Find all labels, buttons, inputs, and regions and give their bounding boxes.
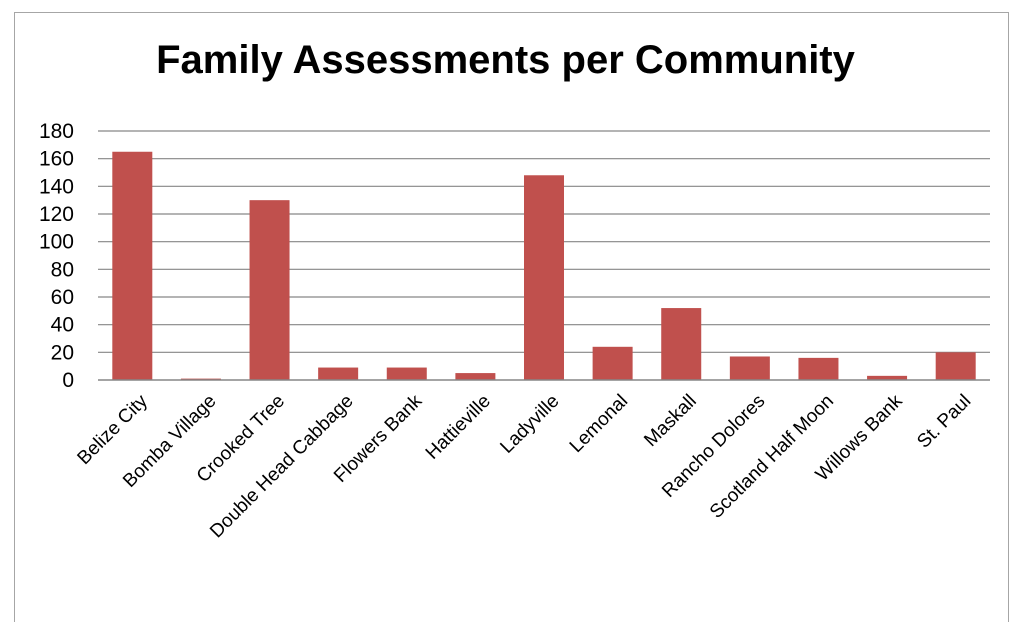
y-tick-label: 60 — [51, 286, 74, 309]
bar — [455, 373, 496, 380]
bar — [112, 151, 153, 380]
x-tick-label: St. Paul — [913, 391, 975, 453]
x-tick-label: Lemonal — [566, 391, 632, 457]
y-tick-label: 160 — [39, 148, 74, 171]
y-axis-ticks: 0 20 40 60 80 100 120 140 160 180 — [39, 120, 74, 392]
bar — [592, 346, 633, 380]
bar — [935, 352, 976, 380]
x-tick-label: Hattieville — [422, 391, 495, 464]
y-tick-label: 40 — [51, 314, 74, 337]
y-tick-label: 20 — [51, 341, 74, 364]
bar — [524, 175, 564, 380]
y-tick-label: 80 — [51, 258, 74, 281]
x-tick-label: Maskall — [640, 391, 700, 451]
bar — [661, 308, 702, 380]
chart-title: Family Assessments per Community — [156, 38, 855, 82]
bars — [112, 151, 976, 380]
bar — [729, 356, 770, 380]
bar — [798, 357, 839, 380]
y-tick-label: 140 — [39, 175, 74, 198]
chart-frame — [14, 12, 1009, 622]
y-tick-label: 0 — [62, 369, 74, 392]
y-tick-label: 120 — [39, 203, 74, 226]
bar — [867, 375, 908, 380]
bar — [386, 367, 427, 380]
y-tick-label: 180 — [39, 120, 74, 143]
bar — [318, 367, 359, 380]
x-tick-label: Scotland Half Moon — [706, 391, 838, 523]
y-tick-label: 100 — [39, 231, 74, 254]
x-tick-label: Ladyville — [496, 391, 563, 458]
bar — [249, 200, 290, 380]
